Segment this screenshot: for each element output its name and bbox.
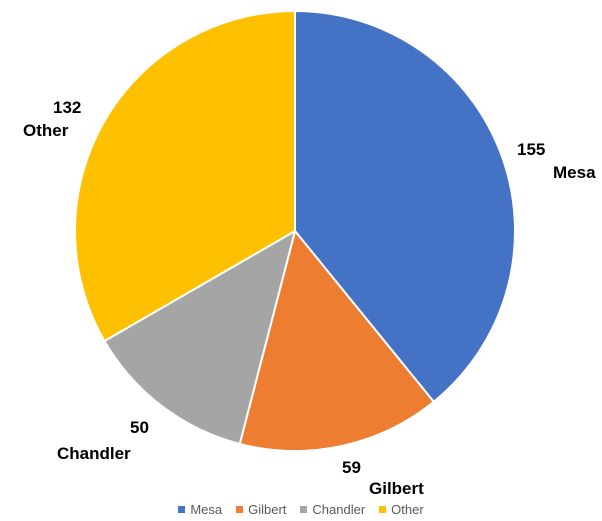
legend-label-other: Other (391, 502, 424, 517)
legend-item-chandler: Chandler (300, 502, 365, 517)
legend-label-mesa: Mesa (190, 502, 223, 517)
pie-slice-gilbert (238, 230, 435, 452)
pie-slices (74, 10, 516, 452)
chart-legend: Mesa Gilbert Chandler Other (0, 502, 602, 517)
legend-swatch-other (379, 506, 387, 513)
legend-label-gilbert: Gilbert (248, 502, 287, 517)
legend-item-gilbert: Gilbert (236, 502, 286, 517)
pie-slice-mesa (294, 10, 516, 403)
legend-swatch-chandler (300, 506, 308, 513)
legend-item-mesa: Mesa (178, 502, 222, 517)
data-label-category-mesa: Mesa (553, 163, 596, 182)
data-label-value-chandler: 50 (130, 418, 149, 437)
pie-plot-area: 155 Mesa 59 Gilbert 50 Chandler 132 Othe… (23, 10, 596, 498)
data-label-category-gilbert: Gilbert (369, 479, 424, 498)
data-label-category-chandler: Chandler (57, 444, 131, 463)
legend-label-chandler: Chandler (312, 502, 366, 517)
pie-slice-other (74, 10, 296, 342)
data-label-value-mesa: 155 (517, 140, 545, 159)
pie-slice-chandler (103, 230, 296, 445)
legend-swatch-gilbert (236, 506, 244, 513)
data-label-category-other: Other (23, 121, 69, 140)
pie-data-labels: 155 Mesa 59 Gilbert 50 Chandler 132 Othe… (23, 98, 596, 498)
data-label-value-other: 132 (53, 98, 81, 117)
legend-item-other: Other (379, 502, 424, 517)
legend-swatch-mesa (178, 506, 186, 513)
data-label-value-gilbert: 59 (342, 458, 361, 477)
